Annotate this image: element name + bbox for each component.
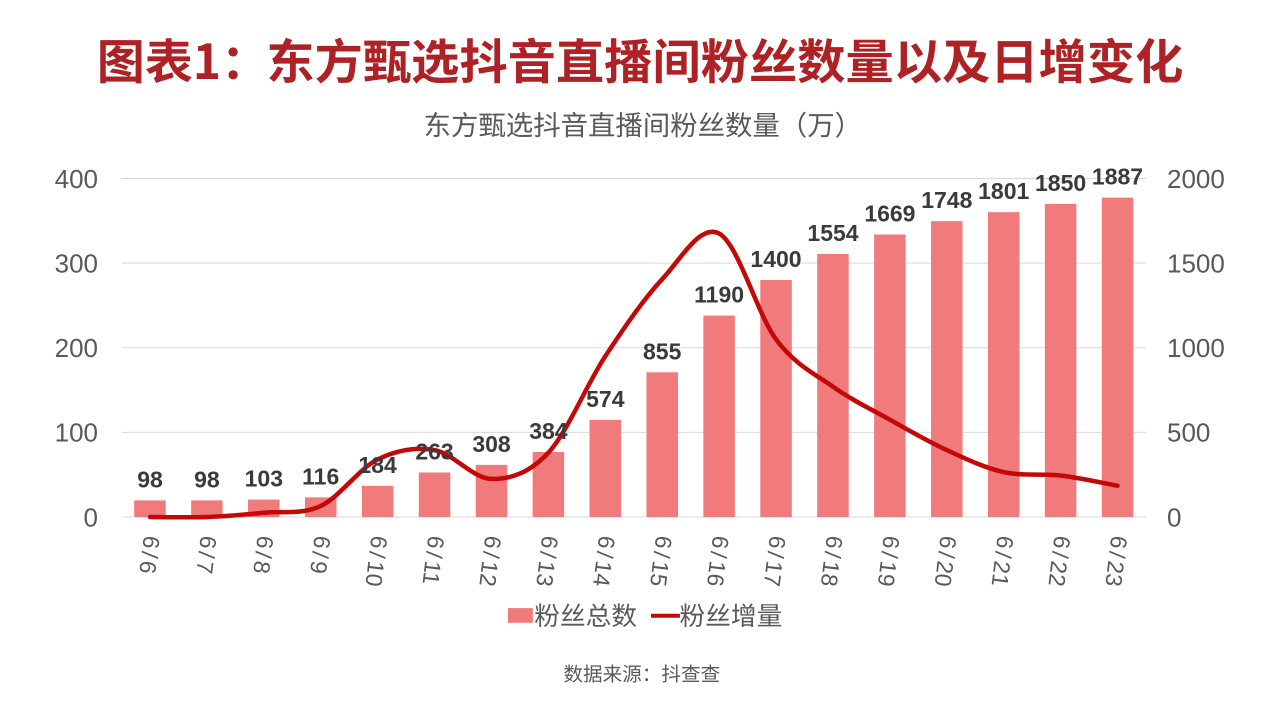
- svg-text:855: 855: [643, 338, 682, 364]
- svg-text:384: 384: [529, 418, 568, 444]
- svg-text:1748: 1748: [921, 187, 972, 213]
- svg-text:500: 500: [1167, 418, 1210, 448]
- svg-text:6/23: 6/23: [1100, 534, 1132, 588]
- svg-text:98: 98: [137, 466, 163, 492]
- svg-text:98: 98: [194, 466, 220, 492]
- svg-text:184: 184: [358, 452, 397, 478]
- svg-text:1400: 1400: [750, 246, 801, 272]
- svg-text:308: 308: [472, 431, 511, 457]
- svg-text:6/9: 6/9: [305, 534, 335, 575]
- svg-text:6/8: 6/8: [248, 534, 278, 575]
- svg-text:263: 263: [415, 439, 453, 465]
- svg-text:574: 574: [586, 386, 625, 412]
- svg-text:103: 103: [245, 466, 283, 492]
- svg-text:0: 0: [84, 502, 98, 532]
- svg-text:1000: 1000: [1167, 333, 1225, 363]
- svg-text:300: 300: [55, 248, 98, 278]
- svg-text:1850: 1850: [1035, 170, 1086, 196]
- svg-text:6/7: 6/7: [191, 534, 221, 575]
- svg-text:2000: 2000: [1167, 164, 1225, 194]
- svg-text:1669: 1669: [864, 201, 915, 227]
- svg-text:0: 0: [1167, 502, 1181, 532]
- svg-text:400: 400: [55, 164, 98, 194]
- svg-text:1801: 1801: [978, 178, 1029, 204]
- svg-text:100: 100: [55, 418, 98, 448]
- svg-text:116: 116: [302, 463, 339, 489]
- svg-text:200: 200: [55, 333, 98, 363]
- svg-text:1190: 1190: [694, 282, 744, 308]
- svg-text:6/22: 6/22: [1043, 534, 1075, 588]
- svg-text:1500: 1500: [1167, 248, 1225, 278]
- svg-text:1887: 1887: [1092, 164, 1143, 190]
- svg-text:6/6: 6/6: [134, 534, 164, 575]
- svg-text:1554: 1554: [807, 220, 858, 246]
